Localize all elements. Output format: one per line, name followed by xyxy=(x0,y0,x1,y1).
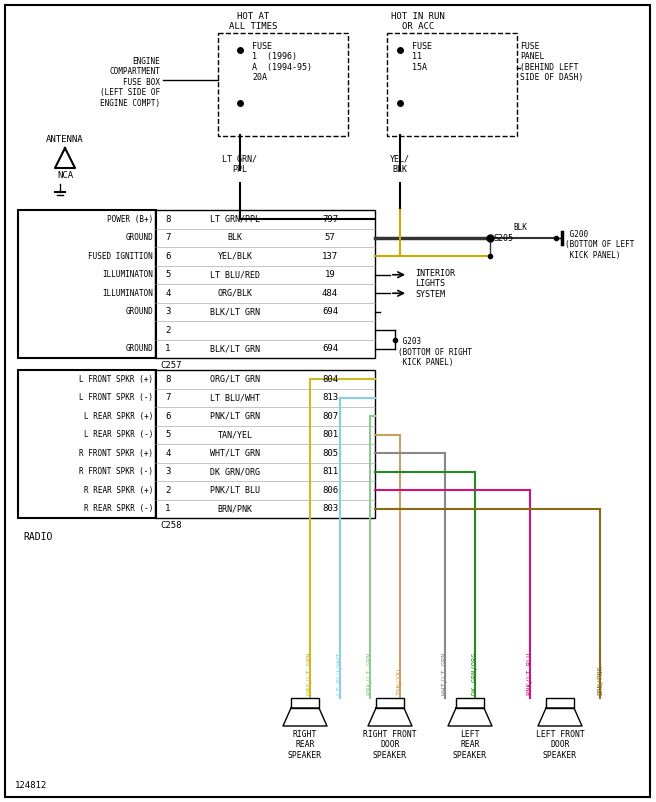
Text: 4: 4 xyxy=(165,449,171,458)
Bar xyxy=(291,698,319,708)
Text: FUSED IGNITION: FUSED IGNITION xyxy=(89,252,153,261)
Text: 807: 807 xyxy=(322,411,338,421)
Text: BRN/PNK: BRN/PNK xyxy=(597,665,603,695)
Text: ILLUMINATON: ILLUMINATON xyxy=(102,270,153,279)
Bar xyxy=(218,33,348,136)
Bar xyxy=(155,370,375,518)
Text: FUSE
PANEL
(BEHIND LEFT
SIDE OF DASH): FUSE PANEL (BEHIND LEFT SIDE OF DASH) xyxy=(520,42,583,82)
Text: G200
(BOTTOM OF LEFT
 KICK PANEL): G200 (BOTTOM OF LEFT KICK PANEL) xyxy=(565,229,634,260)
Text: DK GRN/ORG: DK GRN/ORG xyxy=(472,653,478,695)
Text: ILLUMINATON: ILLUMINATON xyxy=(102,289,153,298)
Text: HOT IN RUN
OR ACC: HOT IN RUN OR ACC xyxy=(391,12,445,31)
Text: GROUND: GROUND xyxy=(125,233,153,242)
Text: 2: 2 xyxy=(165,326,171,334)
Text: G203
(BOTTOM OF RIGHT
 KICK PANEL): G203 (BOTTOM OF RIGHT KICK PANEL) xyxy=(398,338,472,367)
Text: 813: 813 xyxy=(322,393,338,403)
Bar xyxy=(18,370,156,518)
Text: 6: 6 xyxy=(165,411,171,421)
Text: FUSE
1  (1996)
A  (1994-95)
20A: FUSE 1 (1996) A (1994-95) 20A xyxy=(252,42,312,82)
Text: 8: 8 xyxy=(165,375,171,383)
Text: 811: 811 xyxy=(322,468,338,476)
Bar xyxy=(18,210,156,358)
Text: POWER (B+): POWER (B+) xyxy=(107,215,153,224)
Text: PNK/LT GRN: PNK/LT GRN xyxy=(367,653,373,695)
Text: ORG/LT GRN: ORG/LT GRN xyxy=(307,653,313,695)
Text: 8: 8 xyxy=(165,215,171,224)
Text: 7: 7 xyxy=(165,233,171,242)
Text: 797: 797 xyxy=(322,215,338,224)
Text: 4: 4 xyxy=(165,289,171,298)
Text: 694: 694 xyxy=(322,307,338,316)
Text: BLK: BLK xyxy=(228,233,243,242)
Text: BLK: BLK xyxy=(513,223,527,232)
Text: L FRONT SPKR (+): L FRONT SPKR (+) xyxy=(79,375,153,383)
Text: YEL/
BLK: YEL/ BLK xyxy=(390,155,410,174)
Text: BRN/PNK: BRN/PNK xyxy=(218,504,253,513)
Text: ENGINE
COMPARTMENT
FUSE BOX
(LEFT SIDE OF
ENGINE COMPT): ENGINE COMPARTMENT FUSE BOX (LEFT SIDE O… xyxy=(100,57,160,107)
Text: 6: 6 xyxy=(165,252,171,261)
Text: L FRONT SPKR (-): L FRONT SPKR (-) xyxy=(79,393,153,403)
Text: L REAR SPKR (+): L REAR SPKR (+) xyxy=(83,411,153,421)
Text: PNK/LT GRN: PNK/LT GRN xyxy=(210,411,260,421)
Text: LT BLU/RED: LT BLU/RED xyxy=(210,270,260,279)
Bar xyxy=(155,210,375,358)
Text: 5: 5 xyxy=(165,430,171,439)
Text: 19: 19 xyxy=(325,270,335,279)
Text: ORG/LT GRN: ORG/LT GRN xyxy=(210,375,260,383)
Text: INTERIOR
LIGHTS
SYSTEM: INTERIOR LIGHTS SYSTEM xyxy=(415,269,455,299)
Bar xyxy=(546,698,574,708)
Text: 5: 5 xyxy=(165,270,171,279)
Text: LEFT FRONT
DOOR
SPEAKER: LEFT FRONT DOOR SPEAKER xyxy=(536,730,584,759)
Text: NCA: NCA xyxy=(57,171,73,180)
Text: ANTENNA: ANTENNA xyxy=(46,135,84,144)
Text: 805: 805 xyxy=(322,449,338,458)
Text: 137: 137 xyxy=(322,252,338,261)
Text: 1: 1 xyxy=(165,344,171,353)
Text: YEL/BLK: YEL/BLK xyxy=(218,252,253,261)
Text: 3: 3 xyxy=(165,468,171,476)
Text: 806: 806 xyxy=(322,486,338,495)
Text: 3: 3 xyxy=(165,307,171,316)
Text: 1: 1 xyxy=(165,504,171,513)
Text: DK GRN/ORG: DK GRN/ORG xyxy=(210,468,260,476)
Text: HOT AT
ALL TIMES: HOT AT ALL TIMES xyxy=(229,12,277,31)
Text: LT GRN/PPL: LT GRN/PPL xyxy=(210,215,260,224)
Text: 57: 57 xyxy=(325,233,335,242)
Text: WHT/LT GRN: WHT/LT GRN xyxy=(442,653,448,695)
Text: TAN/YEL: TAN/YEL xyxy=(397,665,403,695)
Text: BLK/LT GRN: BLK/LT GRN xyxy=(210,307,260,316)
Text: L REAR SPKR (-): L REAR SPKR (-) xyxy=(83,430,153,439)
Text: RIGHT FRONT
DOOR
SPEAKER: RIGHT FRONT DOOR SPEAKER xyxy=(363,730,417,759)
Text: 484: 484 xyxy=(322,289,338,298)
Bar xyxy=(456,698,484,708)
Text: TAN/YEL: TAN/YEL xyxy=(218,430,253,439)
Text: PNK/LT BLU: PNK/LT BLU xyxy=(527,653,533,695)
Text: 7: 7 xyxy=(165,393,171,403)
Bar xyxy=(376,698,404,708)
Text: 124812: 124812 xyxy=(15,781,47,790)
Text: LEFT
REAR
SPEAKER: LEFT REAR SPEAKER xyxy=(453,730,487,759)
Text: PNK/LT BLU: PNK/LT BLU xyxy=(210,486,260,495)
Text: LT BLU/WHT: LT BLU/WHT xyxy=(210,393,260,403)
Text: RADIO: RADIO xyxy=(23,532,52,542)
Text: 801: 801 xyxy=(322,430,338,439)
Text: GROUND: GROUND xyxy=(125,307,153,316)
Text: BLK/LT GRN: BLK/LT GRN xyxy=(210,344,260,353)
Text: WHT/LT GRN: WHT/LT GRN xyxy=(210,449,260,458)
Text: LT BLU/WHT: LT BLU/WHT xyxy=(337,653,343,695)
Text: LT GRN/
PPL: LT GRN/ PPL xyxy=(222,155,258,174)
Text: 694: 694 xyxy=(322,344,338,353)
Bar xyxy=(387,33,517,136)
Text: ORG/BLK: ORG/BLK xyxy=(218,289,253,298)
Text: GROUND: GROUND xyxy=(125,344,153,353)
Text: C258: C258 xyxy=(160,521,182,530)
Text: C257: C257 xyxy=(160,361,182,370)
Text: R REAR SPKR (+): R REAR SPKR (+) xyxy=(83,486,153,495)
Text: 803: 803 xyxy=(322,504,338,513)
Text: S205: S205 xyxy=(493,234,513,243)
Text: R FRONT SPKR (+): R FRONT SPKR (+) xyxy=(79,449,153,458)
Text: 804: 804 xyxy=(322,375,338,383)
Text: RIGHT
REAR
SPEAKER: RIGHT REAR SPEAKER xyxy=(288,730,322,759)
Text: R FRONT SPKR (-): R FRONT SPKR (-) xyxy=(79,468,153,476)
Text: 2: 2 xyxy=(165,486,171,495)
